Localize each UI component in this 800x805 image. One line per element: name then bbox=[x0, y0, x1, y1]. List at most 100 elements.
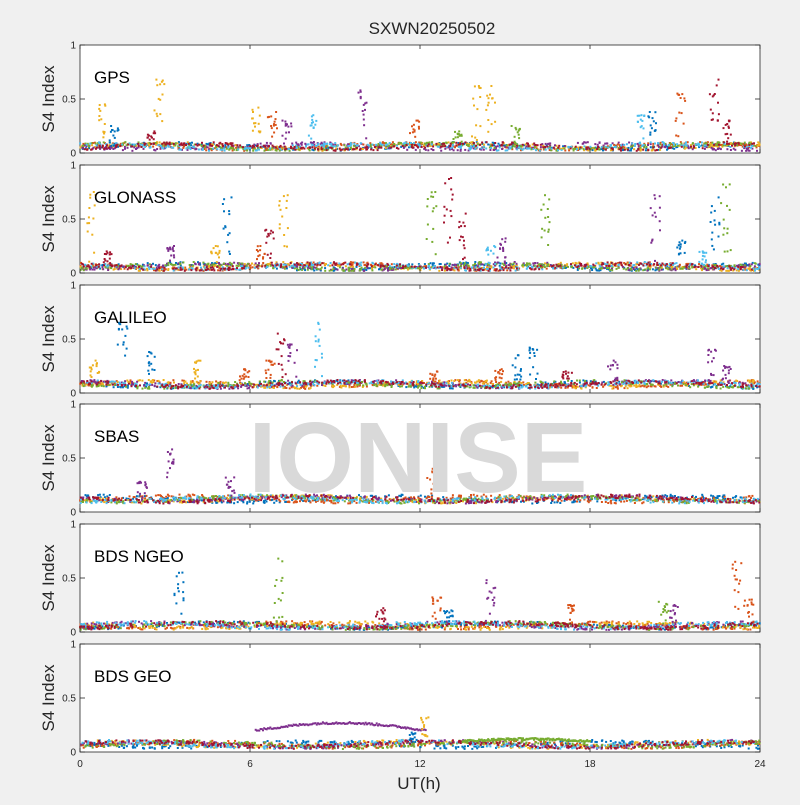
point bbox=[102, 266, 104, 268]
point bbox=[212, 148, 214, 150]
point bbox=[244, 148, 246, 150]
point bbox=[270, 115, 272, 117]
point bbox=[271, 127, 273, 129]
point bbox=[758, 266, 760, 268]
point bbox=[334, 145, 336, 147]
point bbox=[366, 265, 368, 267]
point bbox=[489, 94, 491, 96]
point bbox=[663, 144, 665, 146]
point bbox=[656, 262, 658, 264]
point bbox=[492, 383, 494, 385]
point bbox=[205, 149, 207, 151]
point bbox=[364, 109, 366, 111]
point bbox=[678, 244, 680, 246]
point bbox=[457, 268, 459, 270]
point bbox=[449, 237, 451, 239]
point bbox=[601, 264, 603, 266]
point bbox=[554, 144, 556, 146]
point bbox=[152, 268, 154, 270]
point bbox=[86, 144, 88, 146]
point bbox=[475, 124, 477, 126]
point bbox=[516, 267, 518, 269]
point bbox=[718, 196, 720, 198]
point bbox=[247, 267, 249, 269]
point bbox=[387, 270, 389, 272]
point bbox=[111, 265, 113, 267]
point bbox=[424, 263, 426, 265]
point bbox=[308, 143, 310, 145]
point bbox=[371, 269, 373, 271]
point bbox=[741, 150, 743, 152]
point bbox=[270, 125, 272, 127]
point bbox=[581, 388, 583, 390]
point bbox=[89, 194, 91, 196]
point bbox=[348, 267, 350, 269]
point bbox=[643, 146, 645, 148]
point bbox=[480, 380, 482, 382]
point bbox=[432, 267, 434, 269]
point bbox=[451, 380, 453, 382]
point bbox=[630, 148, 632, 150]
point bbox=[698, 261, 700, 263]
point bbox=[670, 143, 672, 145]
point bbox=[638, 385, 640, 387]
point bbox=[430, 196, 432, 198]
point bbox=[196, 381, 198, 383]
point bbox=[149, 268, 151, 270]
point bbox=[511, 125, 513, 127]
point bbox=[681, 146, 683, 148]
point bbox=[642, 269, 644, 271]
point bbox=[213, 247, 215, 249]
point bbox=[757, 380, 759, 382]
point bbox=[364, 264, 366, 266]
point bbox=[282, 135, 284, 137]
point bbox=[105, 147, 107, 149]
point bbox=[507, 267, 509, 269]
point bbox=[279, 150, 281, 152]
point bbox=[599, 142, 601, 144]
point bbox=[690, 146, 692, 148]
point bbox=[360, 91, 362, 93]
point bbox=[655, 386, 657, 388]
point bbox=[641, 114, 643, 116]
point bbox=[725, 186, 727, 188]
point bbox=[262, 262, 264, 264]
point bbox=[324, 385, 326, 387]
point bbox=[755, 268, 757, 270]
point bbox=[362, 144, 364, 146]
point bbox=[462, 222, 464, 224]
point bbox=[275, 124, 277, 126]
point bbox=[548, 198, 550, 200]
point bbox=[681, 112, 683, 114]
point bbox=[380, 147, 382, 149]
point bbox=[709, 93, 711, 95]
point bbox=[273, 387, 275, 389]
point bbox=[468, 147, 470, 149]
point bbox=[714, 224, 716, 226]
point bbox=[211, 381, 213, 383]
point bbox=[554, 267, 556, 269]
point bbox=[167, 250, 169, 252]
point bbox=[676, 247, 678, 249]
point bbox=[448, 265, 450, 267]
point bbox=[464, 262, 466, 264]
point bbox=[274, 121, 276, 123]
point bbox=[88, 216, 90, 218]
point bbox=[737, 266, 739, 268]
point bbox=[222, 203, 224, 205]
point bbox=[83, 266, 85, 268]
point bbox=[363, 104, 365, 106]
point bbox=[481, 142, 483, 144]
point bbox=[395, 268, 397, 270]
point bbox=[364, 147, 366, 149]
point bbox=[271, 136, 273, 138]
point bbox=[353, 270, 355, 272]
point bbox=[637, 121, 639, 123]
point bbox=[443, 143, 445, 145]
point bbox=[430, 262, 432, 264]
point bbox=[636, 263, 638, 265]
point bbox=[740, 268, 742, 270]
point bbox=[640, 119, 642, 121]
point bbox=[417, 267, 419, 269]
point bbox=[356, 263, 358, 265]
